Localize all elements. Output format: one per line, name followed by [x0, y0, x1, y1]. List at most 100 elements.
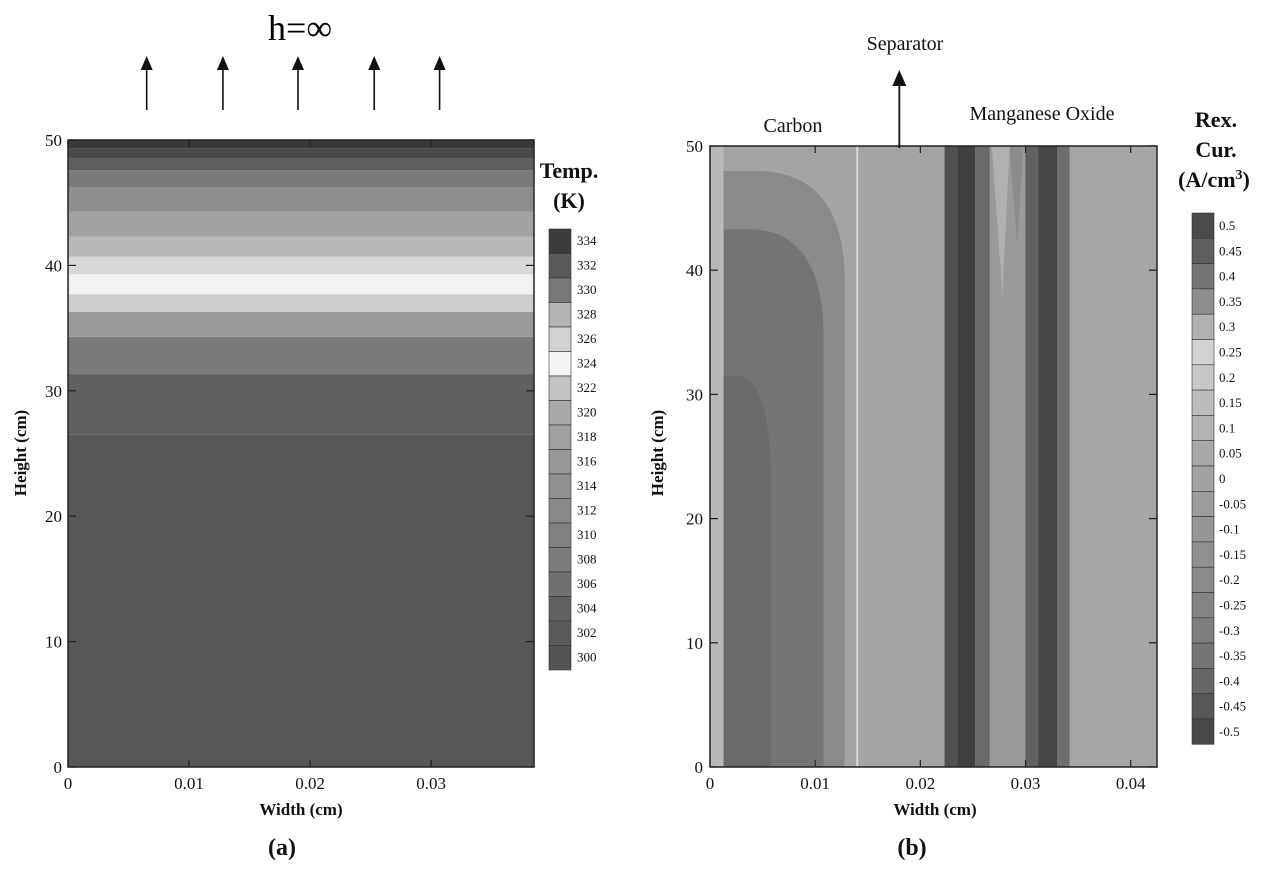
- temp-colorbar-swatch-13: [548, 547, 572, 573]
- rex-colorbar-swatch-4: [1191, 313, 1215, 340]
- temp-colorbar-swatch-15: [548, 596, 572, 622]
- temp-colorbar-label-11: 312: [577, 503, 597, 518]
- temp-colorbar-label-9: 316: [577, 454, 597, 469]
- y-tick-label-b-1: 10: [686, 634, 703, 653]
- y-tick-label-a-0: 0: [54, 758, 63, 777]
- rex-colorbar-label-16: -0.3: [1219, 623, 1240, 638]
- y-tick-label-a-2: 20: [45, 507, 62, 526]
- temp-colorbar-label-14: 306: [577, 576, 597, 591]
- panel-b-plot-frame: [709, 145, 1158, 768]
- temp-band-10: [68, 170, 534, 188]
- mno-band-2: [975, 146, 990, 767]
- y-tick-label-a-4: 40: [45, 256, 62, 275]
- temp-colorbar-label-13: 308: [577, 552, 597, 567]
- rex-colorbar-label-4: 0.3: [1219, 319, 1235, 334]
- rex-colorbar-label-10: 0: [1219, 471, 1226, 486]
- y-tick-label-b-5: 50: [686, 137, 703, 156]
- region-label-separator: Separator: [867, 33, 944, 55]
- x-tick-label-b-3: 0.03: [1011, 774, 1041, 793]
- y-tick-label-a-1: 10: [45, 633, 62, 652]
- temp-colorbar-label-8: 318: [577, 429, 597, 444]
- temp-band-2: [68, 336, 534, 375]
- rex-colorbar-label-17: -0.35: [1219, 648, 1246, 663]
- region-label-manganese-oxide: Manganese Oxide: [970, 103, 1115, 125]
- temp-band-1: [68, 374, 534, 435]
- rex-colorbar-swatch-8: [1191, 415, 1215, 441]
- temp-colorbar-label-6: 322: [577, 380, 597, 395]
- rex-colorbar-swatch-20: [1191, 718, 1215, 745]
- panel-a-x-ticks: 0 0.01 0.02 0.03: [64, 140, 446, 793]
- panel-b-y-axis-title: Height (cm): [648, 410, 667, 496]
- region-label-carbon: Carbon: [764, 115, 823, 137]
- rex-colorbar-swatch-17: [1191, 642, 1215, 669]
- panel-b-y-ticks: 0 10 20 30 40 50: [686, 137, 1157, 777]
- mno-band-3: [989, 146, 1026, 767]
- temp-colorbar-swatch-2: [548, 277, 572, 303]
- rex-colorbar-swatch-5: [1191, 339, 1215, 366]
- heat-arrow-head-icon-1: [216, 56, 229, 70]
- heat-arrow-head-icon-0: [140, 56, 153, 70]
- mno-band-5: [1038, 146, 1058, 767]
- rex-colorbar-label-13: -0.15: [1219, 547, 1246, 562]
- mno-band-7: [1069, 146, 1157, 767]
- rex-colorbar-swatch-19: [1191, 693, 1215, 720]
- y-tick-label-b-2: 20: [686, 510, 703, 529]
- rex-colorbar-swatch-10: [1191, 465, 1215, 492]
- panel-b-x-axis-title: Width (cm): [893, 800, 976, 819]
- rex-colorbar-label-6: 0.2: [1219, 370, 1235, 385]
- panel-a-heatmap-bands: [68, 140, 534, 767]
- temp-colorbar-swatch-17: [548, 645, 572, 671]
- rex-colorbar-label-19: -0.45: [1219, 699, 1246, 714]
- temp-colorbar-swatch-14: [548, 571, 572, 597]
- temp-colorbar-label-5: 324: [577, 356, 597, 371]
- panel-b-colorbar-title-line3: (A/cm3): [1178, 167, 1250, 192]
- y-tick-label-b-0: 0: [695, 758, 704, 777]
- panel-a-y-ticks: 0 10 20 30 40 50: [45, 131, 534, 777]
- temp-colorbar-swatch-9: [548, 449, 572, 475]
- heat-arrow-head-icon-2: [291, 56, 304, 70]
- panel-a-x-axis-title: Width (cm): [259, 800, 342, 819]
- carbon-edge-strip: [710, 146, 724, 767]
- panel-b-x-ticks: 0 0.01 0.02 0.03 0.04: [706, 146, 1146, 793]
- rex-colorbar-label-12: -0.1: [1219, 522, 1240, 537]
- temp-colorbar-label-2: 330: [577, 282, 597, 297]
- temp-band-6: [68, 256, 534, 275]
- panel-a-colorbar-title-line1: Temp.: [540, 158, 598, 183]
- panel-b-colorbar-title-line1: Rex.: [1195, 107, 1237, 132]
- temp-colorbar-swatch-16: [548, 620, 572, 646]
- temp-band-5: [68, 274, 534, 295]
- temp-band-9: [68, 187, 534, 212]
- rex-colorbar-label-11: -0.05: [1219, 496, 1246, 511]
- x-tick-label-b-4: 0.04: [1116, 774, 1146, 793]
- carbon-contour-2: [723, 375, 772, 767]
- separator-arrow-icon: [892, 70, 907, 148]
- rex-colorbar-swatch-18: [1191, 668, 1215, 695]
- mno-wedge-0: [991, 146, 1010, 296]
- heat-arrow-head-icon-3: [368, 56, 381, 70]
- x-tick-label-a-3: 0.03: [416, 774, 446, 793]
- temp-colorbar-swatch-5: [548, 351, 572, 377]
- rex-colorbar-label-7: 0.15: [1219, 395, 1242, 410]
- panel-b-colorbar-title-sup: 3: [1236, 168, 1243, 183]
- panel-b-colorbar-title-line2: Cur.: [1195, 137, 1236, 162]
- panel-b-label: (b): [897, 835, 926, 861]
- rex-colorbar-label-15: -0.25: [1219, 598, 1246, 613]
- temp-colorbar-label-15: 304: [577, 601, 597, 616]
- temp-band-0: [68, 434, 534, 767]
- temp-colorbar-label-4: 326: [577, 331, 597, 346]
- rex-colorbar-swatch-7: [1191, 389, 1215, 416]
- temp-colorbar-swatch-6: [548, 375, 572, 401]
- temp-band-11: [68, 158, 534, 171]
- separator-arrow-head-icon: [892, 70, 907, 86]
- temp-band-3: [68, 311, 534, 337]
- rex-colorbar-label-20: -0.5: [1219, 724, 1240, 739]
- rex-colorbar-swatch-13: [1191, 541, 1215, 568]
- rex-colorbar-label-0: 0.5: [1219, 218, 1235, 233]
- rex-colorbar-swatch-16: [1191, 617, 1215, 644]
- rex-colorbar-swatch-1: [1191, 238, 1215, 264]
- temp-colorbar-swatch-11: [548, 498, 572, 524]
- panel-b-colorbar-title-close: ): [1243, 167, 1250, 192]
- panel-b-heatmap: [710, 146, 1157, 768]
